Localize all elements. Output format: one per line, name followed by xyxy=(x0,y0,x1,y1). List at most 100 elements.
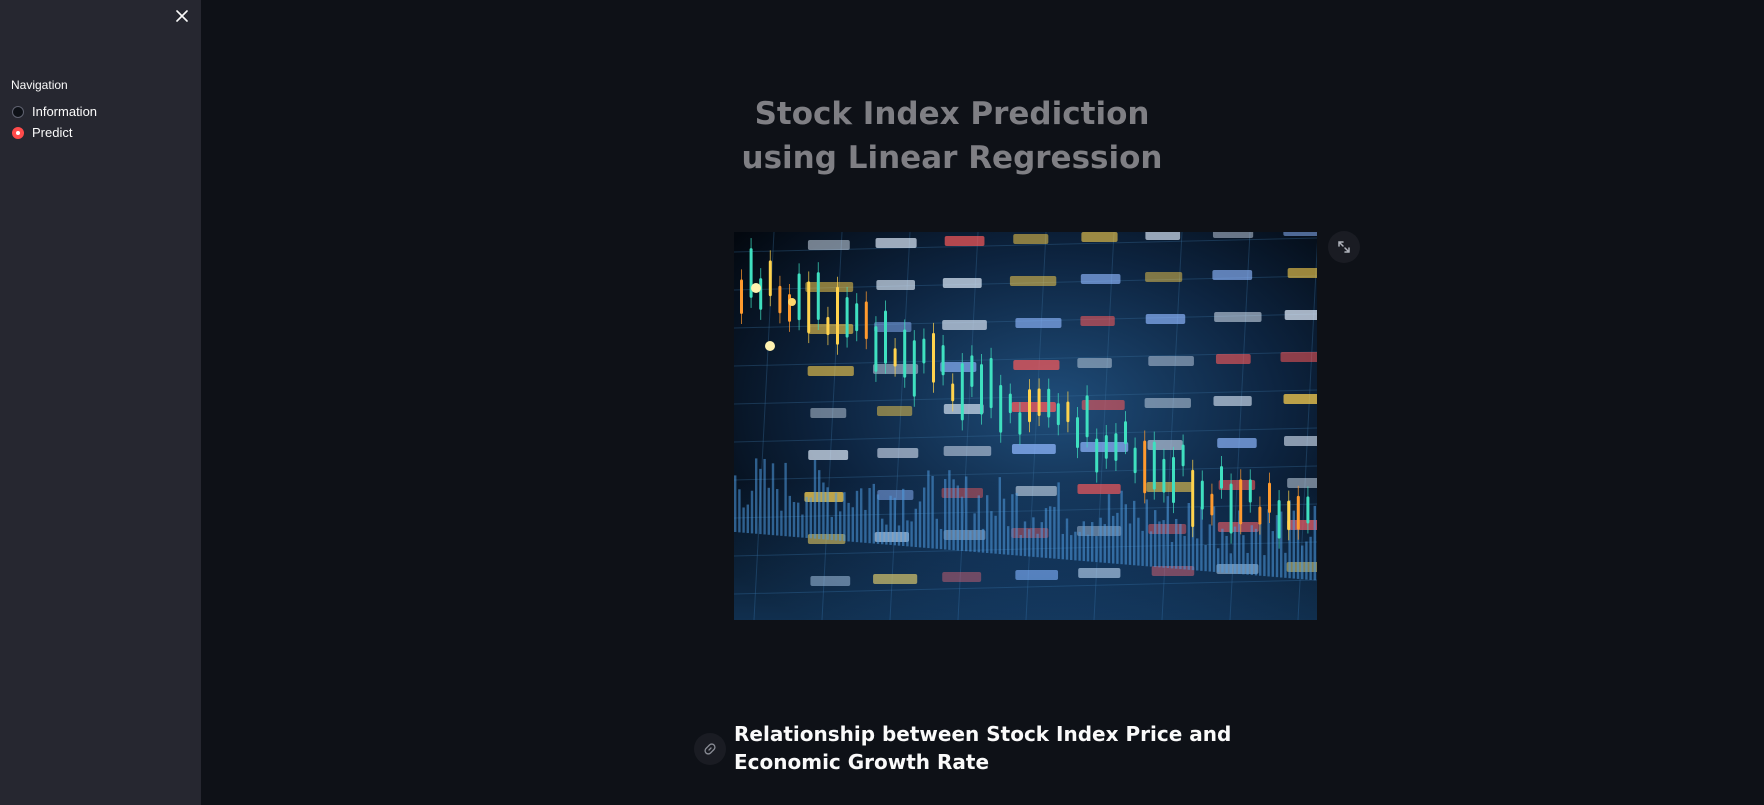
image-volume-bar xyxy=(1217,548,1220,573)
image-number-smudge xyxy=(1081,232,1118,242)
radio-option-predict[interactable]: Predict xyxy=(12,122,97,143)
image-number-smudge xyxy=(1283,232,1317,236)
image-volume-bar xyxy=(1221,528,1224,573)
image-volume-bar xyxy=(981,528,985,553)
image-candle-body xyxy=(788,293,791,322)
image-volume-bar xyxy=(1313,505,1316,581)
image-volume-bar xyxy=(1280,511,1283,578)
image-volume-bar xyxy=(755,458,758,534)
image-number-smudge xyxy=(876,280,916,290)
image-volume-bar xyxy=(902,488,905,546)
radio-label-predict: Predict xyxy=(32,125,73,140)
image-candle-body xyxy=(912,340,916,397)
image-volume-bar xyxy=(830,516,833,541)
image-candle-body xyxy=(1277,500,1281,539)
image-volume-bar xyxy=(1149,531,1153,567)
image-volume-bar xyxy=(750,490,754,534)
image-volume-bar xyxy=(969,530,972,552)
image-volume-bar xyxy=(1225,535,1228,573)
image-candle-body xyxy=(1181,444,1185,467)
navigation-label: Navigation xyxy=(11,78,68,92)
image-number-smudge xyxy=(1217,438,1257,448)
image-candle-body xyxy=(1085,395,1089,438)
image-number-smudge xyxy=(1145,232,1181,240)
image-volume-bar xyxy=(1057,482,1060,559)
image-volume-bar xyxy=(1141,530,1144,566)
image-candle-body xyxy=(826,316,830,336)
header-anchor-link[interactable] xyxy=(694,733,726,765)
image-volume-bar xyxy=(843,492,846,542)
image-volume-bar xyxy=(1263,555,1266,577)
image-volume-bar xyxy=(897,525,901,546)
image-number-smudge xyxy=(875,238,917,248)
image-candle-body xyxy=(1008,393,1012,414)
image-candle-body xyxy=(768,260,772,297)
image-volume-bar xyxy=(813,460,817,539)
radio-option-information[interactable]: Information xyxy=(12,101,97,122)
image-volume-bar xyxy=(960,496,964,551)
image-volume-bar xyxy=(1229,553,1232,574)
close-sidebar-button[interactable] xyxy=(171,5,193,27)
image-volume-bar xyxy=(1301,545,1304,580)
radio-button-predict[interactable] xyxy=(12,126,24,139)
image-candle-body xyxy=(740,279,743,314)
fullscreen-button[interactable] xyxy=(1328,231,1360,263)
image-candle-body xyxy=(980,364,983,415)
image-candle-body xyxy=(932,332,935,383)
image-candle-body xyxy=(836,286,839,345)
image-volume-bar xyxy=(1250,525,1253,576)
image-number-smudge xyxy=(808,450,849,460)
image-grid-line xyxy=(734,389,1317,405)
image-candle-body xyxy=(807,281,811,334)
image-volume-bar xyxy=(998,477,1001,555)
image-volume-bar xyxy=(801,514,804,538)
image-candle-body xyxy=(1229,483,1233,534)
image-number-smudge xyxy=(942,278,982,288)
image-volume-bar xyxy=(826,487,829,540)
image-candle-body xyxy=(970,355,974,388)
stock-market-image xyxy=(734,232,1317,620)
image-volume-bar xyxy=(1158,521,1161,568)
image-candle-body xyxy=(1056,403,1060,426)
image-volume-bar xyxy=(784,462,787,537)
image-volume-bar xyxy=(1238,510,1241,574)
image-volume-bar xyxy=(876,494,880,544)
radio-button-information[interactable] xyxy=(12,105,24,118)
image-volume-bar xyxy=(939,528,943,550)
image-volume-bar xyxy=(1099,517,1102,563)
image-number-smudge xyxy=(1081,400,1125,410)
image-volume-bar xyxy=(847,502,850,542)
image-volume-bar xyxy=(763,458,766,535)
navigation-radio-group: Information Predict xyxy=(12,101,97,143)
image-candle-body xyxy=(1162,458,1166,493)
radio-label-information: Information xyxy=(32,104,98,119)
link-icon xyxy=(704,743,716,755)
image-number-smudge xyxy=(1145,314,1186,324)
section-subheader: Relationship between Stock Index Price a… xyxy=(734,722,1232,774)
image-candle-body xyxy=(903,329,907,378)
image-number-smudge xyxy=(1215,354,1251,364)
image-volume-bar xyxy=(1137,517,1140,566)
image-number-smudge xyxy=(807,324,854,334)
image-number-smudge xyxy=(1144,398,1191,408)
image-candle-body xyxy=(884,310,887,364)
image-candle-body xyxy=(1028,389,1031,423)
image-number-smudge xyxy=(942,320,987,330)
expand-icon xyxy=(1338,241,1350,253)
image-candle-body xyxy=(1076,417,1079,449)
image-volume-bar xyxy=(1271,531,1274,577)
image-candle-body xyxy=(778,285,782,314)
image-volume-bar xyxy=(792,502,796,537)
image-number-smudge xyxy=(1148,356,1194,366)
image-volume-bar xyxy=(948,470,951,550)
image-candle-body xyxy=(1239,479,1243,525)
image-candle-body xyxy=(1104,434,1108,459)
image-volume-bar xyxy=(1120,490,1123,565)
image-number-smudge xyxy=(810,408,847,418)
image-volume-bar xyxy=(851,507,854,542)
image-volume-bar xyxy=(1170,541,1174,569)
image-volume-bar xyxy=(818,470,821,539)
image-number-smudge xyxy=(1013,234,1049,244)
image-volume-bar xyxy=(1078,531,1081,561)
image-volume-bar xyxy=(893,497,896,546)
